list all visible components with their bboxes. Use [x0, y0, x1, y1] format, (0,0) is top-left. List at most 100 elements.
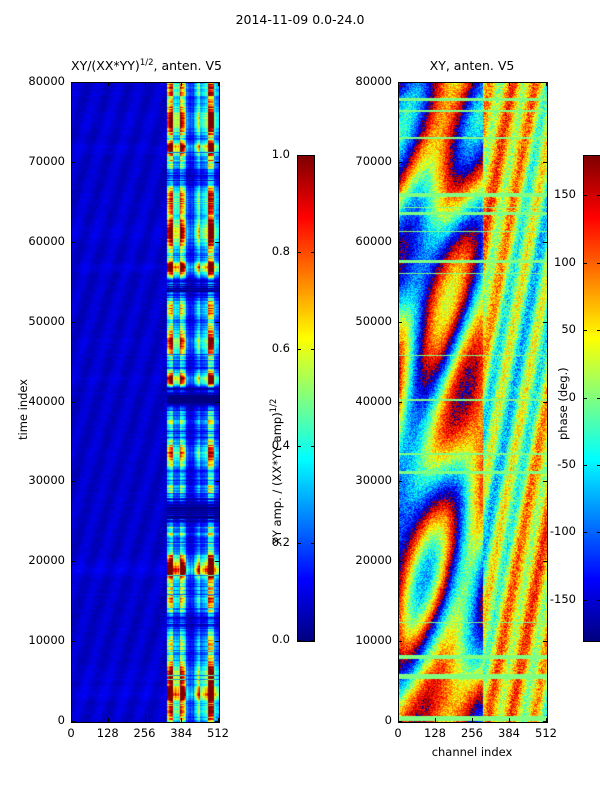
y-tick [71, 561, 75, 563]
y-tick-label: 50000 [355, 313, 392, 328]
phase-waterfall-canvas [399, 83, 547, 722]
colorbar-tick-label: 0.8 [271, 244, 290, 258]
amplitude-waterfall-image[interactable] [71, 82, 220, 723]
colorbar-tick-right [311, 252, 315, 253]
x-tick [546, 718, 547, 722]
y-tick [398, 82, 402, 83]
amplitude-colorbar-label: XY amp. / (XX*YY amp)1/2 [269, 398, 284, 545]
x-tick-label: 0 [67, 726, 75, 740]
x-tick-top [181, 82, 183, 86]
colorbar-tick-label: 100 [554, 254, 576, 269]
colorbar-tick [583, 532, 587, 534]
y-tick-label: 60000 [355, 233, 392, 248]
colorbar-tick-label: -150 [549, 591, 576, 606]
figure-suptitle: 2014-11-09 0.0-24.0 [235, 12, 365, 27]
y-tick-right [215, 481, 219, 483]
x-tick [509, 718, 510, 722]
x-tick [435, 718, 436, 722]
y-tick [71, 721, 75, 722]
colorbar-tick [297, 640, 301, 641]
y-tick-label: 30000 [355, 473, 392, 488]
colorbar-tick-label: 50 [561, 322, 576, 337]
x-tick-label: 0 [394, 726, 402, 740]
y-tick-right [215, 401, 219, 403]
y-tick-label: 50000 [28, 313, 65, 328]
y-tick-label: 0 [384, 713, 392, 727]
colorbar-tick-right [311, 640, 315, 641]
x-tick-label: 256 [461, 726, 483, 740]
x-tick-top [398, 82, 399, 86]
x-tick [218, 718, 219, 722]
y-tick-label: 70000 [28, 153, 65, 168]
amplitude-colorbar-label-base: XY amp. / (XX*YY amp) [270, 412, 284, 545]
phase-colorbar-gradient [584, 156, 600, 641]
left-panel-title-base: XY/(XX*YY) [71, 58, 140, 73]
colorbar-tick [297, 155, 301, 156]
colorbar-tick [297, 252, 301, 253]
left-panel-title-exponent: 1/2 [139, 57, 154, 68]
colorbar-tick-label: 0.6 [271, 341, 290, 355]
colorbar-tick-right [311, 446, 315, 447]
y-tick-label: 20000 [355, 553, 392, 568]
y-tick-label: 70000 [355, 153, 392, 168]
y-tick-right [543, 82, 547, 83]
y-tick [398, 321, 402, 323]
colorbar-tick-label: 1.0 [271, 147, 290, 161]
y-tick [71, 641, 75, 643]
y-tick-label: 40000 [355, 393, 392, 408]
y-tick-right [215, 82, 219, 83]
colorbar-tick [297, 446, 301, 447]
y-tick [71, 161, 75, 163]
colorbar-tick-right [597, 532, 600, 534]
y-tick-label: 0 [57, 713, 65, 727]
phase-waterfall-image[interactable] [398, 82, 548, 723]
colorbar-tick-label: 150 [554, 187, 576, 202]
amplitude-waterfall-canvas [72, 83, 219, 722]
x-tick-label: 128 [424, 726, 446, 740]
y-tick-right [543, 561, 547, 563]
y-tick [71, 82, 75, 83]
x-tick [144, 718, 146, 722]
y-tick [398, 241, 402, 243]
y-tick [71, 401, 75, 403]
y-tick-right [215, 321, 219, 323]
y-tick-right [543, 161, 547, 163]
y-tick-right [543, 321, 547, 323]
left-panel-ylabel: time index [16, 378, 30, 440]
colorbar-tick-label: -50 [557, 456, 576, 471]
x-tick-label: 256 [133, 726, 156, 740]
x-tick-top [107, 82, 109, 86]
colorbar-tick [583, 464, 587, 466]
colorbar-tick-right [597, 464, 600, 466]
y-tick-right [543, 481, 547, 483]
y-tick-right [215, 161, 219, 163]
x-tick [398, 718, 399, 722]
y-tick [71, 481, 75, 483]
x-tick-label: 384 [170, 726, 193, 740]
y-tick [71, 241, 75, 243]
y-tick [398, 641, 402, 643]
y-tick-right [215, 561, 219, 563]
x-tick-label: 128 [96, 726, 119, 740]
colorbar-tick-right [311, 349, 315, 350]
y-tick [71, 321, 75, 323]
y-tick-right [543, 401, 547, 403]
phase-colorbar[interactable] [583, 155, 600, 642]
x-tick-top [509, 82, 510, 86]
colorbar-tick [583, 195, 587, 197]
y-tick-right [543, 641, 547, 643]
amplitude-colorbar[interactable] [297, 155, 315, 642]
colorbar-tick-label: 0 [568, 389, 576, 404]
left-panel-title-suffix: , anten. V5 [153, 58, 223, 73]
colorbar-tick-right [597, 599, 600, 601]
right-panel-title: XY, anten. V5 [429, 58, 515, 73]
y-tick-label: 20000 [28, 553, 65, 568]
x-tick-label: 384 [498, 726, 520, 740]
colorbar-tick-label: 0.4 [271, 438, 290, 452]
phase-colorbar-label: phase (deg.) [556, 367, 570, 440]
y-tick [398, 721, 402, 722]
y-tick-right [543, 241, 547, 243]
colorbar-tick-right [597, 195, 600, 197]
amplitude-colorbar-label-exponent: 1/2 [269, 398, 280, 413]
y-tick-label: 10000 [28, 633, 65, 648]
